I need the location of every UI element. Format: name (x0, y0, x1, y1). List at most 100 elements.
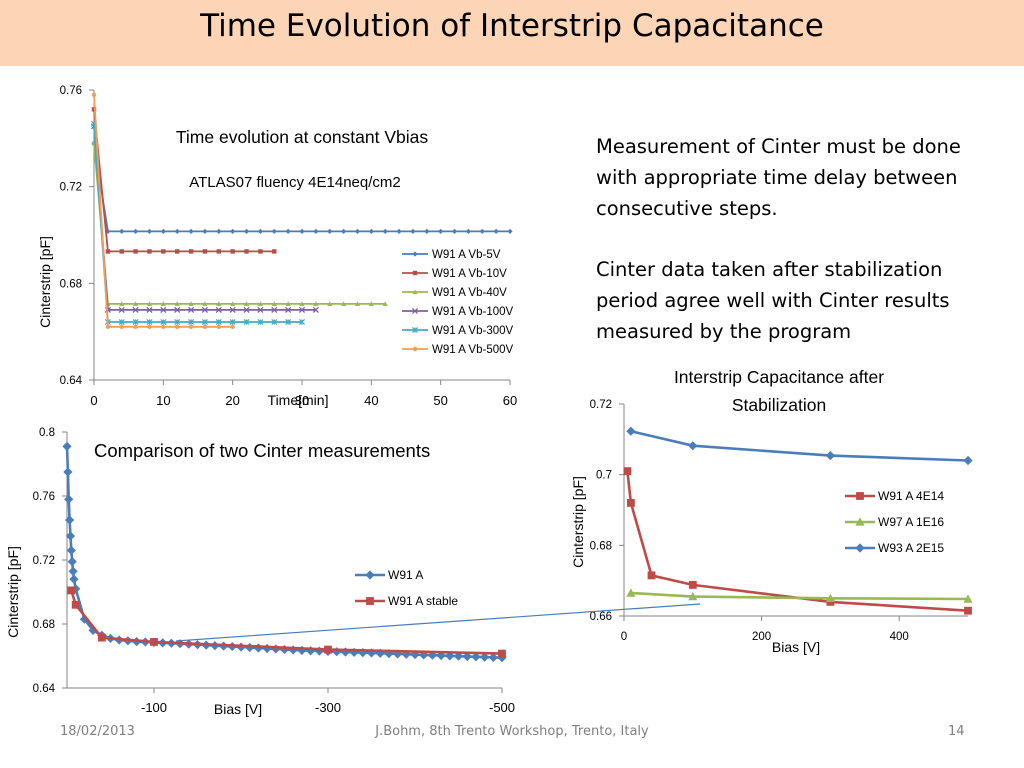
data-point (340, 647, 350, 657)
data-point (160, 228, 166, 234)
x-tick-label: 40 (364, 393, 378, 408)
data-point (298, 306, 306, 313)
data-point (258, 249, 263, 254)
data-point (146, 301, 153, 306)
data-point (480, 652, 490, 662)
data-point (202, 324, 208, 330)
series-stab-1 (626, 588, 973, 603)
data-point (216, 324, 222, 330)
data-point (133, 301, 139, 306)
x-tick-label: 30 (295, 393, 309, 408)
y-axis-label: Cinterstrip [pF] (37, 236, 53, 328)
data-point (964, 606, 972, 615)
footer-date: 18/02/2013 (60, 724, 135, 739)
data-point (488, 652, 498, 663)
slide-title: Time Evolution of Interstrip Capacitance (200, 8, 824, 44)
data-point (382, 301, 388, 306)
data-point (963, 594, 973, 603)
legend-entry: W97 A 1E16 (845, 515, 944, 529)
data-point (366, 648, 377, 658)
legend-entry: W91 A Vb-10V (402, 268, 507, 280)
legend-marker (412, 346, 418, 352)
data-point (229, 318, 236, 326)
data-point (427, 650, 437, 660)
footer-center: J.Bohm, 8th Trento Workshop, Trento, Ita… (375, 724, 649, 739)
series-time-0 (91, 140, 513, 234)
chart-stab: 0.66 0.68 0.7 0.72 0 200 400 (590, 399, 968, 643)
data-point (230, 249, 235, 254)
series-line (93, 123, 302, 323)
data-point (271, 306, 278, 313)
data-point (150, 638, 158, 646)
x-axis-label: Time[min] (268, 392, 329, 408)
data-point (244, 249, 249, 254)
data-point (262, 643, 272, 654)
data-point (479, 228, 485, 234)
data-point (327, 301, 333, 306)
x-tick-label: -100 (141, 700, 167, 715)
data-point (174, 324, 180, 330)
data-point (174, 306, 181, 313)
series-time-1 (91, 107, 277, 254)
data-point (243, 228, 250, 234)
data-point (146, 306, 153, 313)
x-tick-label: 60 (503, 393, 517, 408)
data-point (272, 249, 277, 254)
data-point (160, 301, 166, 306)
x-axis-label: Bias [V] (214, 701, 262, 717)
data-point (341, 301, 347, 306)
data-point (229, 306, 236, 313)
legend-label: W91 A Vb-100V (432, 306, 514, 318)
paragraph-time-delay: Measurement of Cinter must be done with … (596, 135, 961, 220)
data-point (79, 614, 89, 624)
data-point (188, 228, 194, 234)
series-compare-0 (62, 441, 507, 663)
data-point (825, 593, 835, 603)
data-point (174, 249, 180, 254)
data-point (299, 228, 305, 234)
data-point (253, 643, 263, 653)
y-tick-label: 0.72 (33, 555, 55, 567)
connector-line (175, 603, 701, 642)
data-point (118, 306, 125, 313)
data-point (462, 651, 472, 662)
data-point (202, 249, 208, 254)
legend-label: W91 A Vb-5V (432, 249, 501, 261)
x-tick-label: 50 (433, 393, 447, 408)
data-point (216, 228, 222, 234)
x-tick-label: 0 (90, 393, 97, 408)
data-point (271, 228, 277, 234)
y-axis-label: Cinterstrip [pF] (5, 546, 21, 638)
footer-page-number: 14 (948, 724, 965, 739)
data-point (626, 426, 636, 436)
data-point (202, 228, 208, 234)
x-tick-label: -300 (315, 700, 341, 715)
data-point (215, 306, 222, 313)
data-point (91, 92, 97, 98)
data-point (257, 228, 263, 234)
chart-title: Comparison of two Cinter measurements (94, 440, 430, 461)
data-point (174, 301, 180, 306)
data-point (230, 301, 236, 306)
y-tick-label: 0.7 (596, 470, 612, 482)
legend-label: W91 A Vb-10V (432, 268, 507, 280)
data-point (436, 650, 446, 661)
data-point (271, 301, 277, 306)
data-point (271, 318, 278, 326)
data-point (67, 586, 76, 595)
data-point (243, 306, 250, 313)
legend-label: W91 A Vb-300V (432, 325, 514, 337)
data-point (174, 318, 181, 326)
data-point (299, 301, 305, 306)
data-point (201, 306, 208, 313)
data-point (71, 600, 80, 609)
data-point (88, 625, 98, 635)
data-point (396, 228, 402, 234)
data-point (146, 318, 153, 326)
data-point (688, 441, 698, 451)
data-point (105, 324, 111, 330)
data-point (202, 301, 208, 306)
legend-entry: W91 A Vb-100V (402, 306, 514, 318)
data-point (230, 324, 235, 330)
